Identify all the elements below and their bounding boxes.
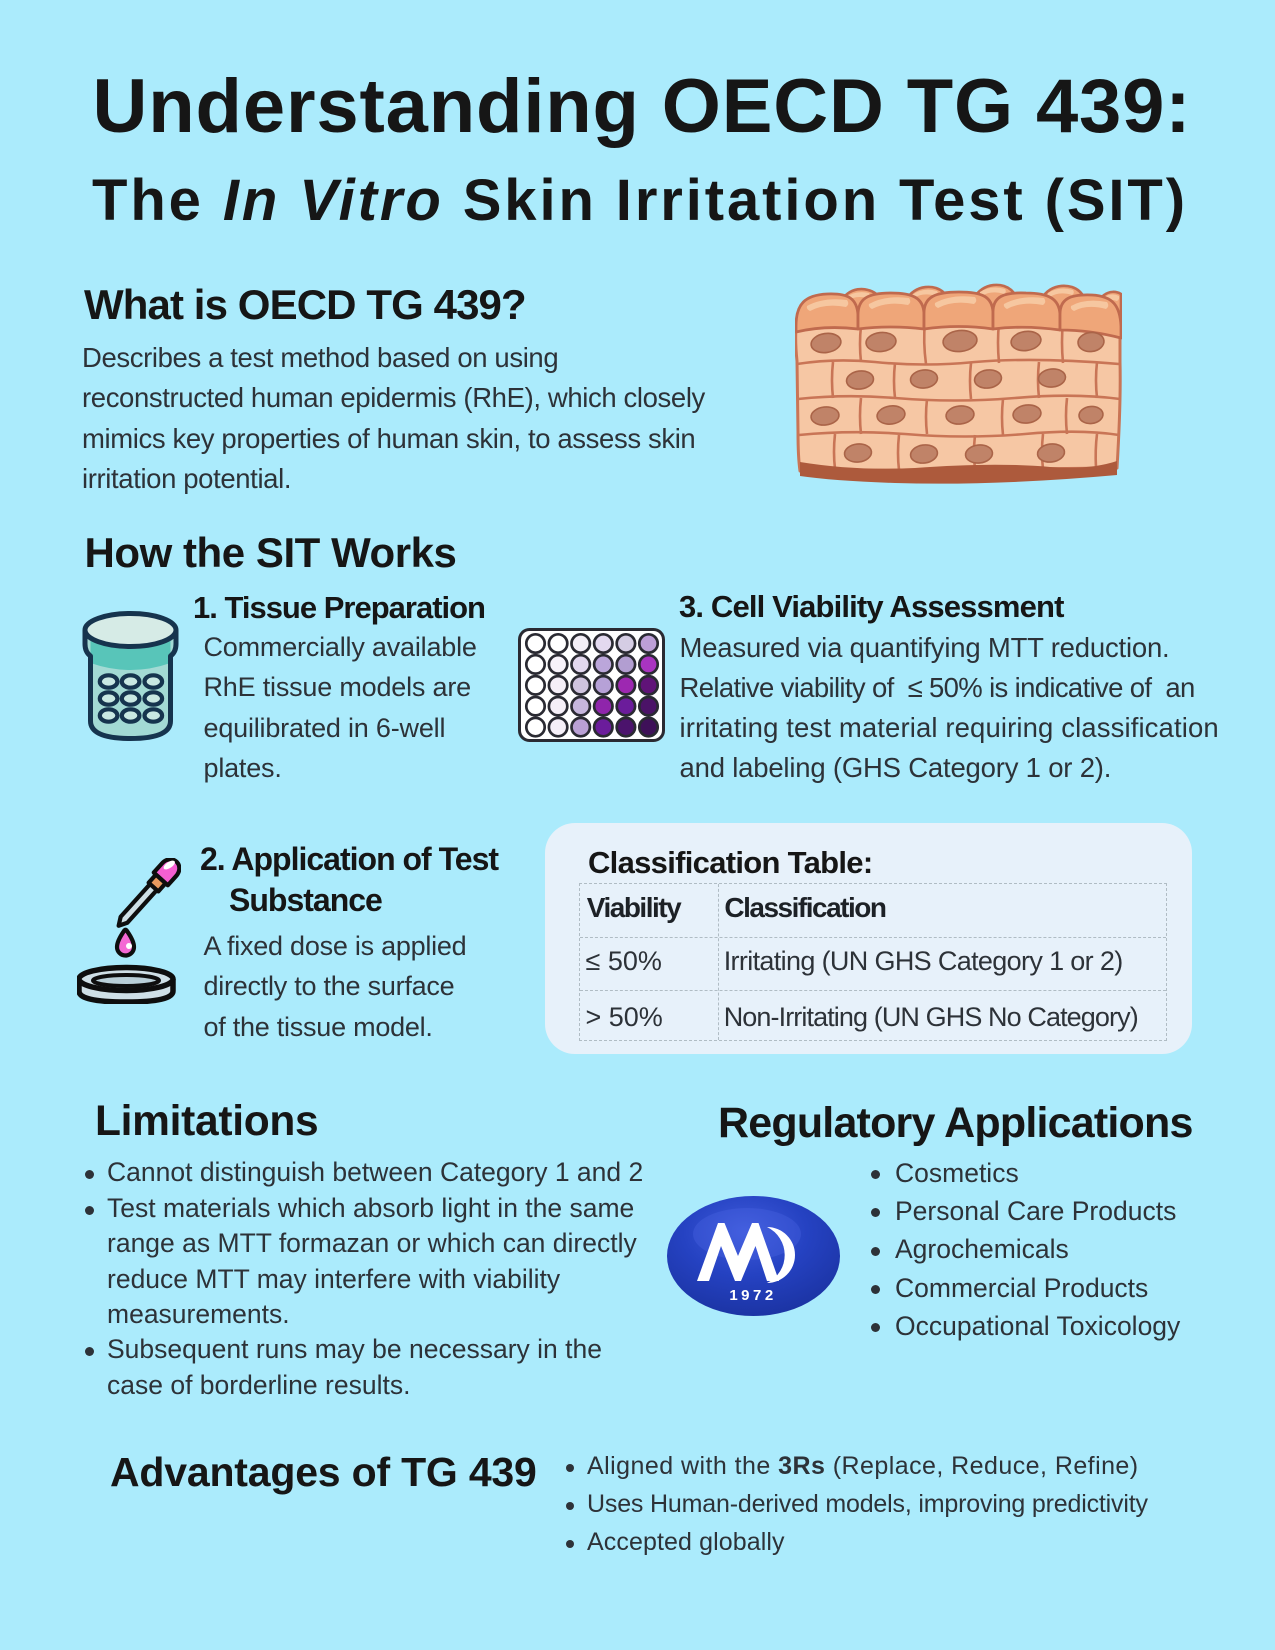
svg-text:1972: 1972 xyxy=(729,1287,776,1304)
